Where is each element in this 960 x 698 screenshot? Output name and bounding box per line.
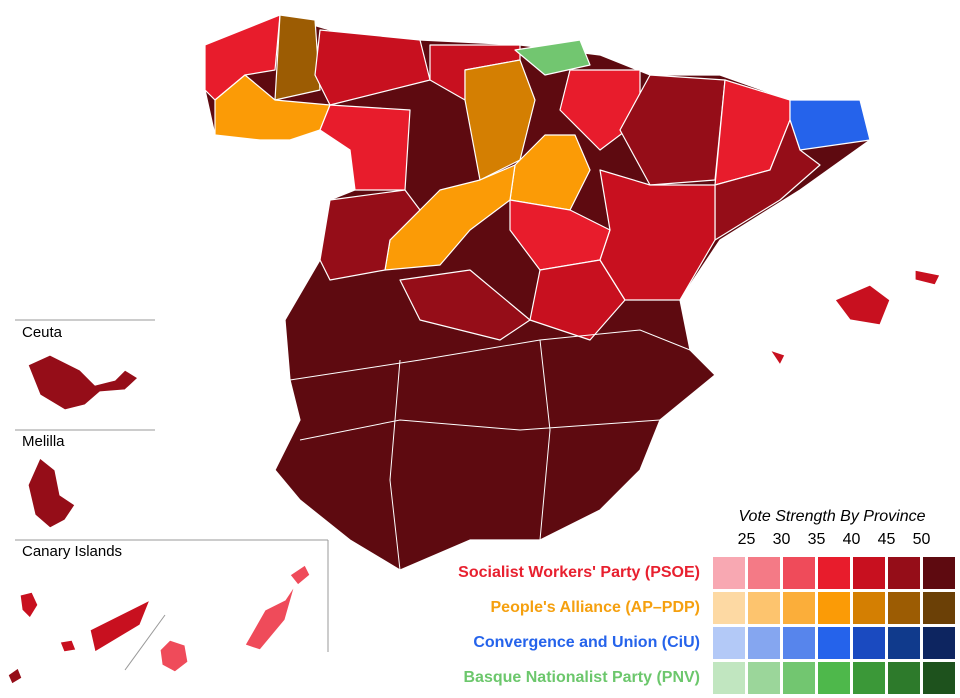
- legend-swatch: [748, 592, 780, 624]
- party-name: People's Alliance (AP–PDP): [491, 599, 701, 616]
- legend-swatch: [713, 592, 745, 624]
- legend-level: 45: [878, 531, 896, 548]
- inset-border: [124, 614, 166, 671]
- province-border: [539, 339, 551, 541]
- melilla: [27, 457, 76, 529]
- legend-swatch: [783, 592, 815, 624]
- balearic: [914, 269, 941, 286]
- province: [599, 169, 716, 301]
- legend-swatch: [923, 627, 955, 659]
- legend-swatch: [783, 662, 815, 694]
- legend-swatch: [713, 662, 745, 694]
- legend-swatch: [888, 592, 920, 624]
- legend-swatch: [888, 557, 920, 589]
- province: [274, 14, 321, 101]
- legend-level: 35: [808, 531, 826, 548]
- canary-island: [89, 599, 151, 653]
- province: [319, 104, 411, 191]
- legend-swatch: [713, 557, 745, 589]
- legend-swatch: [713, 627, 745, 659]
- legend-swatch: [748, 662, 780, 694]
- party-name: Basque Nationalist Party (PNV): [464, 669, 701, 686]
- inset-label: Melilla: [22, 433, 65, 450]
- legend-swatch: [888, 662, 920, 694]
- canary-island: [244, 584, 296, 651]
- province: [514, 39, 591, 76]
- province-border: [389, 359, 401, 571]
- province: [529, 259, 626, 341]
- legend-level: 30: [773, 531, 791, 548]
- inset-label: Canary Islands: [22, 543, 122, 560]
- legend-swatch: [888, 627, 920, 659]
- province-border: [299, 419, 661, 441]
- province: [319, 189, 421, 281]
- legend-swatch: [853, 627, 885, 659]
- legend-swatch: [783, 557, 815, 589]
- province: [789, 99, 871, 151]
- province: [399, 269, 531, 341]
- legend: 25 30 35 40 45 50 Socialist Workers' Party (PS…: [458, 531, 955, 694]
- canary-island: [159, 639, 189, 673]
- provinces: [7, 14, 941, 685]
- legend-swatch: [818, 592, 850, 624]
- legend-swatch: [853, 592, 885, 624]
- province: [314, 29, 431, 106]
- legend-swatch: [923, 662, 955, 694]
- legend-swatch: [748, 627, 780, 659]
- legend-swatch: [923, 557, 955, 589]
- inset-label: Ceuta: [22, 324, 63, 341]
- legend-title: Vote Strength By Province: [738, 508, 925, 525]
- canary-island: [289, 564, 311, 586]
- legend-swatch: [923, 592, 955, 624]
- party-name: Socialist Workers' Party (PSOE): [458, 564, 700, 581]
- ceuta: [27, 354, 139, 411]
- legend-swatch: [818, 557, 850, 589]
- legend-swatch: [818, 662, 850, 694]
- balearic: [769, 349, 786, 366]
- legend-swatch: [853, 557, 885, 589]
- province: [619, 74, 726, 186]
- legend-level: 40: [843, 531, 861, 548]
- canary-island: [59, 639, 77, 653]
- province: [714, 119, 821, 241]
- balearic: [834, 284, 891, 326]
- legend-swatch: [783, 627, 815, 659]
- legend-level: 50: [913, 531, 931, 548]
- legend-swatch: [818, 627, 850, 659]
- legend-swatch: [853, 662, 885, 694]
- canary-island: [19, 591, 39, 619]
- party-name: Convergence and Union (CiU): [473, 634, 700, 651]
- legend-level: 25: [738, 531, 756, 548]
- canary-island: [7, 667, 23, 685]
- legend-swatch: [748, 557, 780, 589]
